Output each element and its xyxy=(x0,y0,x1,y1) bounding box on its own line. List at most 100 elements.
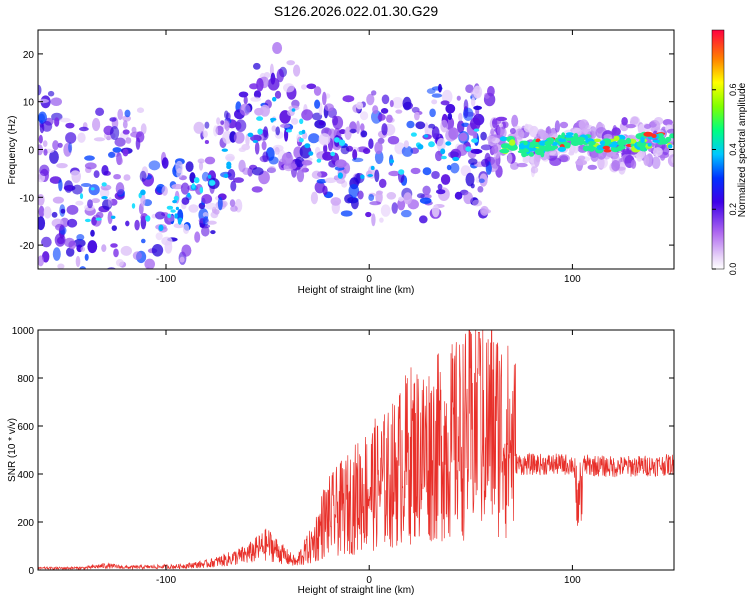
heatmap-blob xyxy=(210,211,219,219)
heatmap-hotspot xyxy=(398,169,405,175)
heatmap-band xyxy=(669,133,674,139)
heatmap-blob xyxy=(356,101,364,110)
heatmap-blob xyxy=(110,243,118,248)
heatmap-blob xyxy=(71,184,83,195)
heatmap-blob xyxy=(621,117,628,126)
heatmap-blob xyxy=(204,121,210,129)
heatmap-hotspot xyxy=(465,146,472,152)
heatmap-blob xyxy=(90,229,95,237)
heatmap-blob xyxy=(149,278,153,291)
heatmap-blob xyxy=(67,218,78,228)
heatmap-blob xyxy=(472,130,478,140)
heatmap-blob xyxy=(568,151,575,156)
heatmap-blob xyxy=(256,78,264,92)
heatmap-blob xyxy=(79,266,87,269)
heatmap-blob xyxy=(498,123,504,128)
heatmap-band xyxy=(499,148,510,154)
heatmap-blob xyxy=(263,126,269,138)
heatmap-blob xyxy=(140,123,147,135)
heatmap-blob xyxy=(522,157,530,163)
heatmap-blob xyxy=(65,132,77,144)
heatmap-blob xyxy=(239,103,251,116)
heatmap-blob xyxy=(242,167,251,175)
heatmap-blob xyxy=(245,133,250,147)
heatmap-band xyxy=(639,145,646,152)
heatmap-blob xyxy=(91,198,100,204)
heatmap-blob xyxy=(545,126,550,134)
heatmap-blob xyxy=(43,148,48,156)
heatmap-blob xyxy=(487,85,495,97)
heatmap-blob xyxy=(267,166,277,174)
heatmap-blob xyxy=(514,128,525,140)
heatmap-blob xyxy=(406,120,415,129)
heatmap-blob xyxy=(447,113,453,120)
heatmap-blob xyxy=(47,90,55,97)
heatmap-blob xyxy=(106,267,116,269)
heatmap-hotspot xyxy=(174,213,178,219)
heatmap-hotspot xyxy=(440,148,446,155)
heatmap-blob xyxy=(98,271,108,276)
heatmap-blob xyxy=(50,97,62,106)
heatmap-blob xyxy=(371,90,377,96)
heatmap-band xyxy=(508,144,518,151)
heatmap-blob xyxy=(414,111,420,121)
heatmap-blob xyxy=(389,100,394,108)
snr-frame xyxy=(37,329,675,571)
heatmap-blob xyxy=(654,117,664,125)
heatmap-blob xyxy=(478,178,485,184)
heatmap-blob xyxy=(429,108,436,118)
heatmap-blob xyxy=(233,131,245,144)
heatmap-blob xyxy=(590,150,599,162)
x-tick-label: -100 xyxy=(156,274,176,285)
heatmap-blob xyxy=(336,177,346,184)
heatmap-blob xyxy=(112,147,122,153)
y-tick-label: 0 xyxy=(28,146,34,157)
heatmap-blob xyxy=(144,258,155,269)
heatmap-hotspot xyxy=(308,151,314,156)
heatmap-blob xyxy=(426,88,436,94)
heatmap-blob xyxy=(122,148,129,157)
heatmap-blob xyxy=(377,113,386,121)
heatmap-blob xyxy=(224,118,230,132)
heatmap-blob xyxy=(146,266,151,269)
heatmap-blob xyxy=(316,179,327,184)
heatmap-blob xyxy=(114,137,126,147)
heatmap-band xyxy=(647,142,652,147)
heatmap-band xyxy=(528,147,534,152)
heatmap-blob xyxy=(148,160,161,171)
heatmap-blob xyxy=(340,145,350,155)
heatmap-blob xyxy=(431,171,440,179)
y-tick-label: 0 xyxy=(28,566,34,577)
heatmap-blob xyxy=(611,160,620,172)
heatmap-band xyxy=(500,143,511,149)
heatmap-blob xyxy=(365,211,372,218)
x-tick-label: 0 xyxy=(366,575,372,586)
heatmap-blob xyxy=(58,179,63,192)
heatmap-blob xyxy=(554,120,561,133)
heatmap-blob xyxy=(38,113,45,123)
heatmap-blob xyxy=(299,144,312,159)
heatmap-band xyxy=(658,133,664,138)
heatmap-blob xyxy=(87,240,98,254)
heatmap-blob xyxy=(281,152,293,166)
heatmap-blob xyxy=(113,174,121,180)
heatmap-blob xyxy=(201,194,213,204)
heatmap-blob xyxy=(381,94,390,105)
heatmap-blob xyxy=(55,223,65,231)
heatmap-blob xyxy=(331,115,339,126)
heatmap-blob xyxy=(201,226,210,237)
heatmap-blob xyxy=(342,95,355,103)
heatmap-blob xyxy=(400,209,412,218)
heatmap-blob xyxy=(229,199,236,207)
heatmap-blob xyxy=(381,123,388,136)
heatmap-blob xyxy=(575,159,587,166)
heatmap-band xyxy=(529,141,538,147)
heatmap-blob xyxy=(289,163,297,170)
heatmap-blob xyxy=(448,151,459,159)
heatmap-blob xyxy=(625,124,636,129)
heatmap-blob xyxy=(660,153,666,161)
heatmap-blob xyxy=(477,186,484,193)
heatmap-band xyxy=(617,139,628,146)
heatmap-blob xyxy=(349,128,357,134)
heatmap-band xyxy=(587,141,596,146)
